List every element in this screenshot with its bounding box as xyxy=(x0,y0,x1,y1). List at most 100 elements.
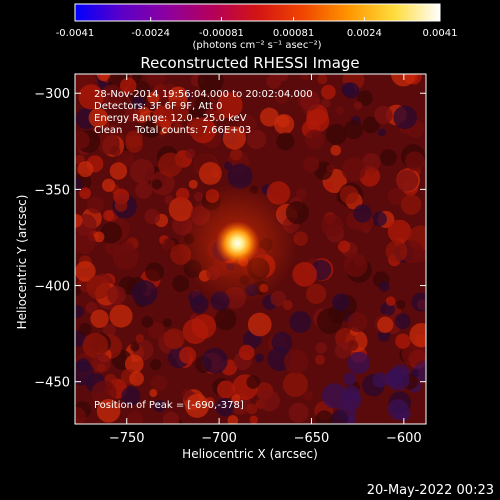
texture-blob xyxy=(79,187,91,200)
texture-blob xyxy=(304,129,325,150)
texture-blob xyxy=(75,406,86,424)
texture-blob xyxy=(78,84,104,110)
texture-blob xyxy=(380,149,397,166)
texture-blob xyxy=(125,130,143,148)
texture-blob xyxy=(161,238,176,252)
texture-blob xyxy=(321,84,336,100)
x-tick-label: −750 xyxy=(109,431,145,446)
x-axis-label: Heliocentric X (arcsec) xyxy=(182,447,318,461)
texture-blob xyxy=(303,390,313,401)
texture-blob xyxy=(185,393,210,418)
x-tick-label: −600 xyxy=(386,431,422,446)
texture-blob xyxy=(288,402,309,423)
texture-blob xyxy=(151,179,163,190)
texture-blob xyxy=(400,194,422,215)
texture-blob xyxy=(179,346,197,364)
texture-blob xyxy=(90,309,109,328)
texture-blob xyxy=(120,241,134,255)
texture-blob xyxy=(97,132,120,155)
texture-blob xyxy=(147,91,160,104)
y-tick-label: −300 xyxy=(34,87,70,102)
texture-blob xyxy=(372,372,388,388)
colorbar-tick-label: 0.0041 xyxy=(423,28,458,39)
texture-blob xyxy=(377,316,394,333)
texture-blob xyxy=(96,398,121,423)
texture-blob xyxy=(361,152,381,172)
texture-blob xyxy=(357,90,373,106)
texture-blob xyxy=(401,341,426,366)
texture-blob xyxy=(353,204,372,223)
texture-blob xyxy=(295,188,307,200)
texture-blob xyxy=(321,383,348,409)
texture-blob xyxy=(109,162,128,180)
texture-blob xyxy=(75,177,83,192)
texture-blob xyxy=(146,74,166,87)
texture-blob xyxy=(114,199,128,212)
texture-blob xyxy=(271,331,293,353)
texture-blob xyxy=(162,318,172,328)
texture-blob xyxy=(100,221,123,244)
colorbar-tick-label: -0.0041 xyxy=(56,28,95,39)
texture-blob xyxy=(306,283,327,305)
texture-blob xyxy=(96,74,111,82)
texture-blob xyxy=(231,394,241,403)
texture-blob xyxy=(315,410,334,424)
texture-blob xyxy=(331,410,349,424)
texture-blob xyxy=(292,262,317,287)
texture-blob xyxy=(135,181,153,199)
texture-blob xyxy=(246,403,258,415)
texture-blob xyxy=(409,322,426,348)
texture-blob xyxy=(124,106,141,123)
y-tick-label: −400 xyxy=(34,280,70,295)
texture-blob xyxy=(405,151,425,172)
texture-blob xyxy=(275,91,289,105)
texture-blob xyxy=(75,231,96,255)
texture-blob xyxy=(224,161,233,170)
texture-blob xyxy=(227,415,239,424)
texture-blob xyxy=(163,328,185,350)
texture-blob xyxy=(321,214,344,237)
texture-blob xyxy=(353,101,363,110)
texture-blob xyxy=(131,96,145,110)
texture-blob xyxy=(321,98,331,108)
texture-blob xyxy=(354,255,365,267)
texture-blob xyxy=(158,152,183,177)
texture-blob xyxy=(150,375,168,392)
texture-blob xyxy=(314,354,325,365)
texture-blob xyxy=(88,108,109,128)
texture-blob xyxy=(145,262,165,282)
clean-counts-text: Clean Total counts: 7.66E+03 xyxy=(94,125,251,136)
texture-blob xyxy=(102,178,116,192)
texture-blob xyxy=(396,299,406,310)
texture-blob xyxy=(102,323,116,337)
chart-title: Reconstructed RHESSI Image xyxy=(140,54,359,72)
texture-blob xyxy=(339,185,359,205)
texture-blob xyxy=(130,342,140,352)
colorbar-gradient xyxy=(74,3,441,22)
texture-blob xyxy=(385,369,404,388)
texture-blob xyxy=(131,280,158,306)
texture-blob xyxy=(197,74,224,94)
texture-blob xyxy=(282,371,308,397)
texture-blob xyxy=(400,240,424,264)
texture-blob xyxy=(214,308,237,331)
texture-blob xyxy=(198,162,222,185)
texture-blob xyxy=(91,353,111,373)
texture-blob xyxy=(325,124,347,145)
texture-blob xyxy=(302,156,320,173)
texture-blob xyxy=(393,105,417,130)
texture-blob xyxy=(396,169,419,192)
texture-blob xyxy=(147,321,165,339)
texture-blob xyxy=(330,144,342,156)
x-tick-label: −650 xyxy=(294,431,330,446)
texture-blob xyxy=(316,308,343,334)
texture-blob xyxy=(75,305,84,319)
texture-blob xyxy=(335,106,344,115)
texture-blob xyxy=(162,411,180,424)
texture-blob xyxy=(75,131,90,149)
colorbar-tick-label: 0.0024 xyxy=(347,28,382,39)
colorbar-unit-label: (photons cm⁻² s⁻¹ asec⁻²) xyxy=(192,40,321,51)
texture-blob xyxy=(100,84,124,108)
texture-blob xyxy=(246,129,267,150)
